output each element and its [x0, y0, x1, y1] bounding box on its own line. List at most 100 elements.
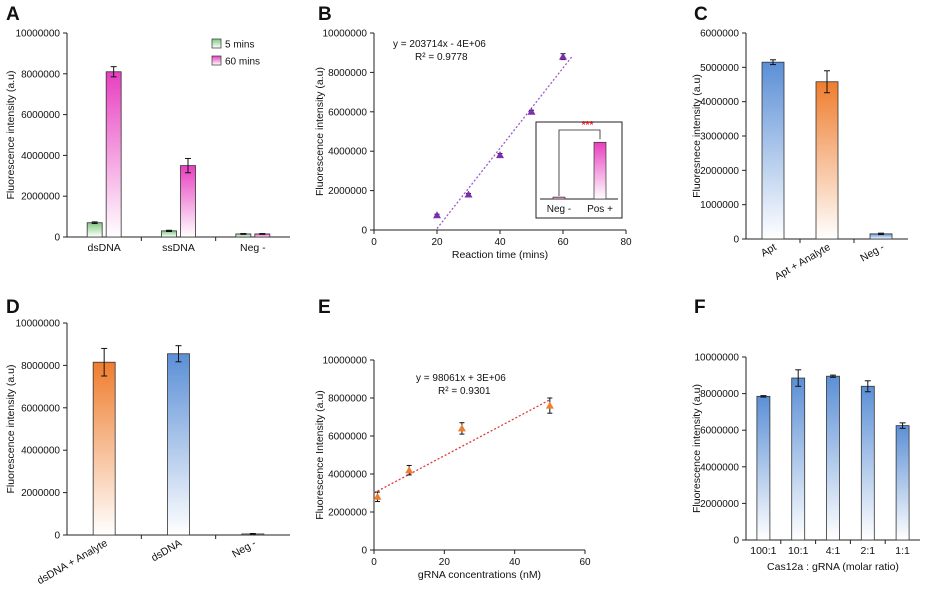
x-category-label: dsDNA [149, 537, 184, 564]
y-tick-label: 3000000 [700, 132, 739, 143]
data-point [559, 52, 567, 60]
y-tick-label: 8000000 [700, 389, 739, 400]
y-tick-label: 6000000 [21, 403, 60, 414]
y-tick-label: 4000000 [21, 446, 60, 457]
bar-60-mins-ssDNA [180, 165, 196, 238]
legend-swatch [211, 38, 222, 49]
x-tick-label: 20 [431, 237, 443, 248]
r-squared-label: R² = 0.9301 [438, 386, 491, 397]
y-tick-label: 4000000 [700, 462, 739, 473]
y-tick-label: 6000000 [700, 426, 739, 437]
panel-letter-d: D [6, 297, 20, 318]
x-category-label: 100:1 [750, 545, 776, 557]
y-tick-label: 2000000 [700, 499, 739, 510]
significance-bracket [558, 129, 601, 196]
y-axis-title: Fluorescence intensity (a.u) [5, 71, 17, 200]
y-tick-label: 10000000 [695, 353, 740, 364]
y-tick-label: 10000000 [16, 319, 61, 330]
y-axis-title: Fluorescence intensity (a.u) [5, 365, 17, 494]
trendline-equation: y = 98061x + 3E+06 [416, 373, 506, 384]
inset-category-label: Pos + [587, 204, 613, 215]
x-tick-label: 40 [509, 557, 521, 568]
x-category-label: Apt + Analyte [773, 241, 833, 283]
x-category-label: 10:1 [788, 545, 809, 557]
y-tick-label: 2000000 [21, 488, 60, 499]
y-tick-label: 0 [361, 226, 367, 237]
bar-60-mins-dsDNA [105, 71, 122, 238]
x-category-label: Neg - [230, 537, 259, 560]
bar-1:1 [895, 425, 910, 541]
y-axis-title: Fluorescence Intensity (a.u) [314, 390, 326, 520]
bar-10:1 [791, 377, 806, 541]
inset-category-label: Neg - [547, 204, 571, 215]
r-squared-label: R² = 0.9778 [415, 52, 468, 63]
y-tick-label: 4000000 [700, 97, 739, 108]
bar-4:1 [826, 375, 840, 541]
x-axis-title: Cas12a : gRNA (molar ratio) [767, 561, 899, 573]
x-tick-label: 20 [439, 557, 451, 568]
trendline [436, 55, 573, 229]
x-tick-label: 0 [371, 557, 377, 568]
legend-label: 60 mins [225, 57, 260, 68]
significance-stars: *** [582, 120, 594, 131]
y-tick-label: 2000000 [328, 186, 367, 197]
x-axis-title: gRNA concentrations (nM) [418, 569, 541, 581]
bar-5-mins-dsDNA [86, 222, 103, 238]
y-tick-label: 4000000 [21, 151, 60, 162]
y-tick-label: 8000000 [21, 361, 60, 372]
data-point [464, 190, 473, 198]
y-axis-title: Fluorescence intensity (a.u) [691, 384, 703, 513]
bar-2:1 [860, 385, 875, 541]
legend-label: 5 mins [225, 40, 254, 51]
x-category-label: dsDNA + Analyte [35, 537, 110, 587]
data-point [527, 107, 536, 115]
y-tick-label: 0 [54, 531, 60, 542]
x-tick-label: 80 [620, 237, 632, 248]
y-tick-label: 8000000 [328, 68, 367, 79]
y-tick-label: 2000000 [21, 192, 60, 203]
y-tick-label: 8000000 [21, 69, 60, 80]
panel-letter-b: B [318, 4, 332, 25]
y-tick-label: 2000000 [328, 508, 367, 519]
trendline-equation: y = 203714x - 4E+06 [393, 39, 486, 50]
y-tick-label: 0 [733, 235, 739, 246]
y-axis-title: Fluorescence intensity (a.u) [314, 67, 326, 196]
data-point [496, 151, 504, 159]
y-tick-label: 4000000 [328, 147, 367, 158]
y-tick-label: 10000000 [16, 29, 61, 40]
y-tick-label: 0 [54, 233, 60, 244]
x-category-label: 2:1 [860, 545, 875, 557]
y-tick-label: 4000000 [328, 470, 367, 481]
panel-letter-a: A [6, 4, 20, 25]
y-tick-label: 10000000 [323, 29, 368, 40]
y-tick-label: 0 [733, 536, 739, 547]
y-tick-label: 8000000 [328, 394, 367, 405]
data-point [433, 211, 441, 219]
bar-dsDNA [167, 353, 190, 536]
panel-letter-c: C [694, 4, 708, 25]
x-tick-label: 60 [579, 557, 591, 568]
y-tick-label: 6000000 [328, 107, 367, 118]
x-tick-label: 0 [371, 237, 377, 248]
data-point [405, 466, 414, 474]
trendline [373, 399, 551, 494]
y-tick-label: 2000000 [700, 166, 739, 177]
x-category-label: Apt [759, 241, 779, 259]
x-category-label: dsDNA [88, 242, 121, 254]
y-tick-label: 0 [361, 546, 367, 557]
y-tick-label: 6000000 [328, 432, 367, 443]
y-tick-label: 6000000 [21, 110, 60, 121]
x-axis-title: Reaction time (mins) [452, 249, 548, 261]
x-tick-label: 40 [494, 237, 506, 248]
y-tick-label: 5000000 [700, 63, 739, 74]
inset-bar-Posplus [593, 141, 607, 200]
data-point [545, 401, 554, 409]
x-category-label: 4:1 [826, 545, 841, 557]
x-category-label: Neg - [858, 241, 887, 264]
bar-Apt-+-Analyte [815, 81, 839, 240]
data-point [373, 492, 382, 500]
y-tick-label: 1000000 [700, 200, 739, 211]
panel-letter-f: F [694, 297, 706, 318]
x-category-label: ssDNA [162, 242, 195, 254]
inset-bar-Neg- [552, 196, 566, 200]
